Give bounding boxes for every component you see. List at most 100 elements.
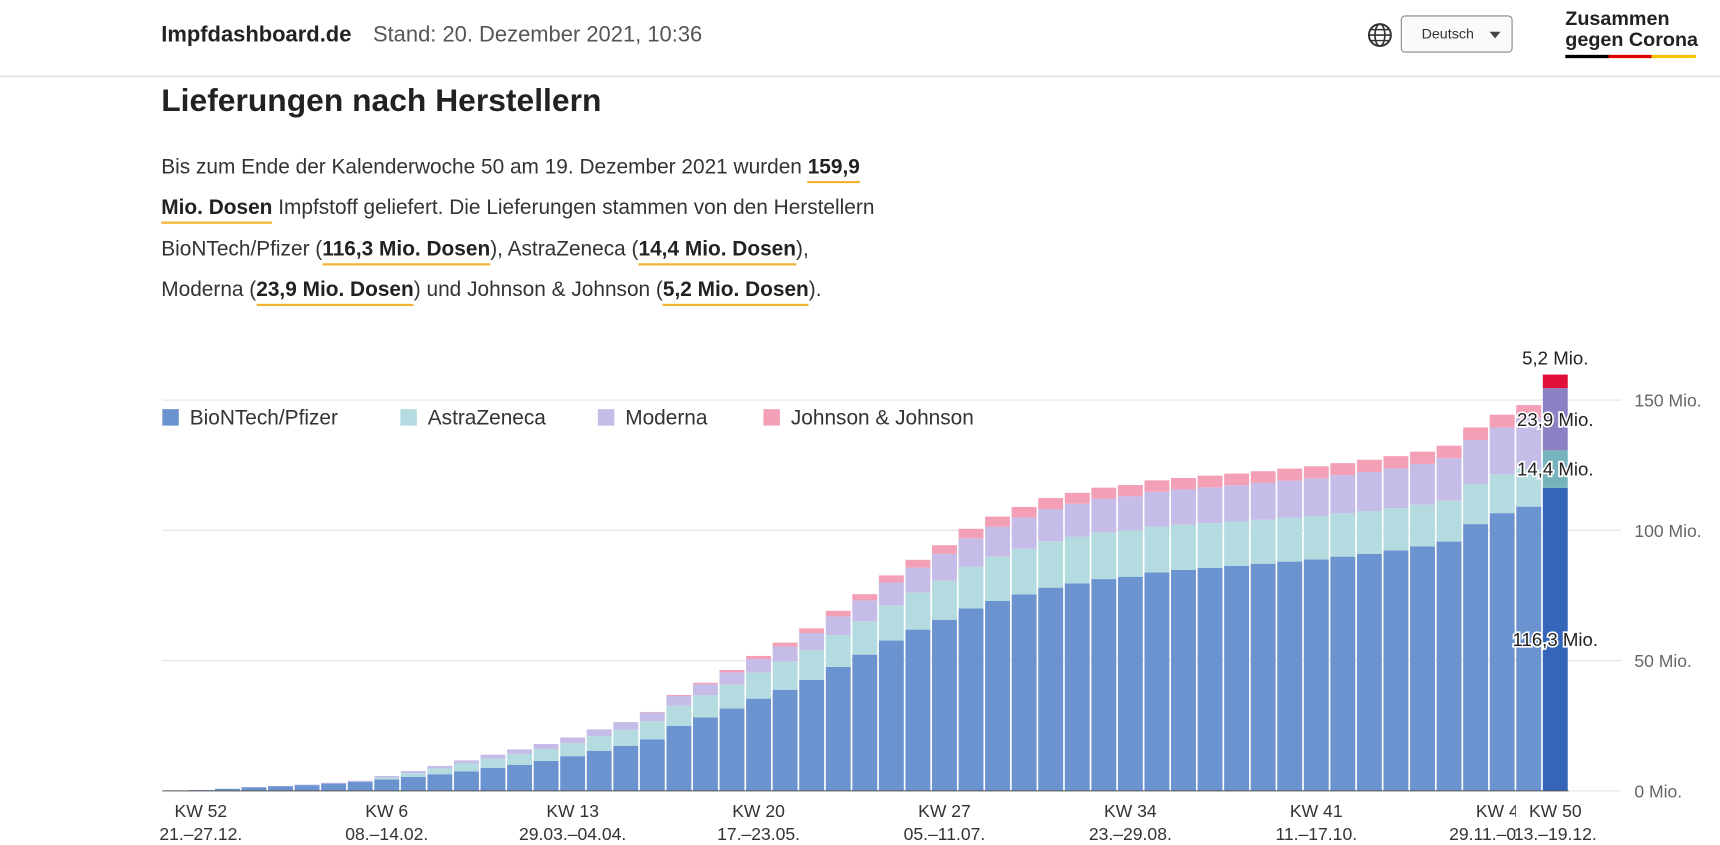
- bar-segment: [1489, 513, 1515, 791]
- bar-segment: [1011, 594, 1037, 791]
- bar-segment: [1117, 576, 1143, 791]
- x-tick-date: 11.–17.10.: [1275, 824, 1357, 844]
- bar-segment: [772, 646, 798, 662]
- data-label: 116,3 Mio.: [1512, 629, 1598, 650]
- section-title: Lieferungen nach Herstellern: [161, 83, 602, 119]
- bar-segment: [1091, 579, 1117, 791]
- bar-segment: [825, 635, 851, 667]
- globe-icon: [1367, 23, 1392, 48]
- bar-segment: [453, 760, 479, 764]
- bar-segment: [214, 788, 240, 791]
- bar-segment: [1516, 405, 1542, 418]
- site-name[interactable]: Impfdashboard.de: [161, 23, 352, 48]
- x-tick-date: 13.–19.12.: [1514, 824, 1597, 844]
- intro-text: Bis zum Ende der Kalenderwoche 50 am 19.…: [161, 147, 879, 311]
- bar-segment: [1250, 471, 1276, 483]
- bar-segment: [1436, 541, 1462, 791]
- bar-segment: [507, 749, 532, 754]
- bar-segment: [1356, 553, 1382, 791]
- bar-segment: [507, 753, 532, 765]
- x-tick-label: KW 20: [732, 801, 785, 821]
- bar-segment: [507, 764, 532, 791]
- legend-label: AstraZeneca: [428, 407, 547, 430]
- bar-segment: [347, 782, 373, 791]
- bar-segment: [1011, 548, 1037, 595]
- bar-segment: [1436, 458, 1462, 501]
- bar-segment: [1038, 541, 1064, 588]
- bar-segment: [932, 553, 957, 581]
- bar-segment: [799, 628, 825, 633]
- bar-segment: [958, 528, 984, 539]
- x-tick-label: KW 50: [1529, 801, 1582, 821]
- bar-segment: [1542, 374, 1568, 389]
- intro-segment: ).: [808, 278, 822, 302]
- bar-segment: [825, 616, 851, 636]
- bar-segment: [1383, 508, 1409, 551]
- bar-segment: [427, 768, 453, 775]
- bar-segment: [1277, 517, 1303, 562]
- bar-segment: [772, 642, 798, 647]
- y-tick-label: 100 Mio.: [1634, 521, 1701, 541]
- x-tick-label: KW 13: [546, 801, 599, 821]
- bar-segment: [1224, 521, 1250, 566]
- bar-segment: [1038, 498, 1064, 509]
- bar-segment: [719, 672, 745, 685]
- bar-segment: [533, 748, 559, 761]
- bar-segment: [905, 559, 931, 568]
- bar-segment: [1277, 480, 1303, 518]
- intro-segment: Impfstoff geliefert. Die Lieferungen sta…: [161, 196, 875, 261]
- bar-segment: [1064, 492, 1090, 504]
- bar-segment: [453, 771, 479, 791]
- intro-segment: ) und Johnson & Johnson (: [413, 278, 663, 302]
- bar-segment: [1277, 561, 1303, 791]
- bar-segment: [1489, 474, 1515, 514]
- bar-segment: [719, 708, 745, 791]
- bar-segment: [533, 743, 559, 749]
- data-label: 14,4 Mio.: [1517, 459, 1594, 480]
- bar-segment: [1489, 414, 1515, 428]
- bar-segment: [746, 672, 772, 699]
- bar-segment: [321, 782, 347, 784]
- data-label: 5,2 Mio.: [1522, 348, 1588, 369]
- bar-segment: [1410, 463, 1435, 505]
- bar-segment: [639, 739, 665, 791]
- bar-segment: [1489, 427, 1515, 475]
- legend-swatch: [763, 409, 780, 426]
- bar-segment: [692, 695, 718, 718]
- logo[interactable]: Zusammen gegen Corona: [1565, 8, 1698, 51]
- bar-segment: [480, 758, 506, 768]
- highlight-number: 5,2 Mio. Dosen: [662, 278, 809, 306]
- bar-segment: [268, 786, 293, 791]
- bar-segment: [639, 712, 665, 722]
- bar-segment: [1356, 471, 1382, 512]
- bar-segment: [666, 725, 692, 791]
- bar-segment: [1356, 511, 1382, 554]
- bar-segment: [985, 526, 1011, 557]
- x-tick-date: 29.03.–04.04.: [519, 824, 626, 844]
- bar-segment: [1171, 489, 1196, 525]
- bar-segment: [586, 729, 612, 737]
- language-select[interactable]: Deutsch: [1400, 15, 1513, 53]
- bar-segment: [799, 679, 825, 791]
- bar-segment: [1410, 451, 1435, 464]
- bar-segment: [799, 649, 825, 680]
- bar-segment: [1117, 496, 1143, 531]
- bar-segment: [1064, 536, 1090, 584]
- bar-segment: [1091, 487, 1117, 499]
- x-tick-label: KW 6: [365, 801, 408, 821]
- bar-segment: [958, 566, 984, 609]
- bar-segment: [1463, 524, 1489, 791]
- bar-segment: [932, 619, 957, 791]
- bar-segment: [374, 776, 400, 778]
- bar-segment: [958, 538, 984, 567]
- bar-segment: [1011, 517, 1037, 549]
- bar-segment: [1436, 445, 1462, 459]
- bar-segment: [1197, 523, 1223, 568]
- bar-segment: [825, 610, 851, 617]
- bar-segment: [1516, 468, 1542, 507]
- bar-segment: [1038, 508, 1064, 542]
- bar-segment: [878, 575, 904, 583]
- bar-segment: [852, 654, 878, 791]
